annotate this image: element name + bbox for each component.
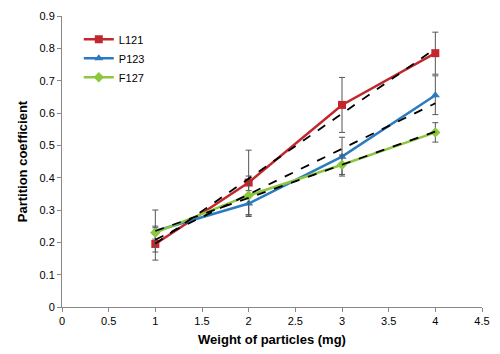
svg-text:Weight of particles (mg): Weight of particles (mg) bbox=[198, 332, 346, 347]
svg-text:0.9: 0.9 bbox=[40, 10, 55, 22]
svg-text:0: 0 bbox=[49, 301, 55, 313]
svg-text:3: 3 bbox=[339, 315, 345, 327]
svg-text:2: 2 bbox=[246, 315, 252, 327]
svg-text:Partition coefficient: Partition coefficient bbox=[15, 100, 30, 222]
svg-text:0.5: 0.5 bbox=[40, 139, 55, 151]
svg-text:2.5: 2.5 bbox=[288, 315, 303, 327]
svg-text:0.4: 0.4 bbox=[40, 172, 55, 184]
svg-text:4: 4 bbox=[432, 315, 438, 327]
svg-text:0.8: 0.8 bbox=[40, 42, 55, 54]
svg-text:0.7: 0.7 bbox=[40, 75, 55, 87]
svg-text:P123: P123 bbox=[119, 53, 145, 65]
svg-text:0.6: 0.6 bbox=[40, 107, 55, 119]
svg-text:1.5: 1.5 bbox=[194, 315, 209, 327]
svg-text:1: 1 bbox=[152, 315, 158, 327]
svg-text:F127: F127 bbox=[119, 72, 144, 84]
svg-text:L121: L121 bbox=[119, 34, 143, 46]
svg-text:3.5: 3.5 bbox=[381, 315, 396, 327]
svg-text:0.5: 0.5 bbox=[101, 315, 116, 327]
svg-text:0: 0 bbox=[59, 315, 65, 327]
svg-text:4.5: 4.5 bbox=[474, 315, 489, 327]
svg-text:0.2: 0.2 bbox=[40, 236, 55, 248]
svg-text:0.1: 0.1 bbox=[40, 269, 55, 281]
svg-text:0.3: 0.3 bbox=[40, 204, 55, 216]
